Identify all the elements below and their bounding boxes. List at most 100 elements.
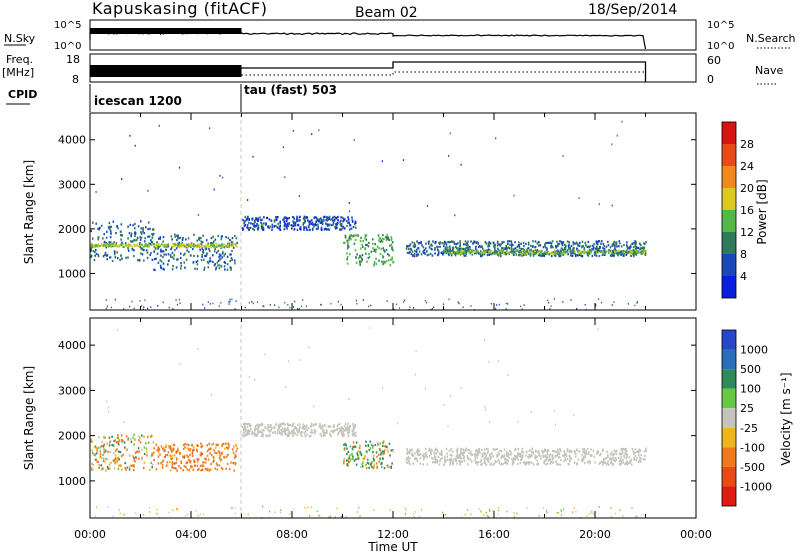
echo-cell (414, 452, 416, 455)
echo-cell (626, 463, 629, 466)
echo-cell (582, 448, 584, 451)
echo-cell (556, 251, 559, 254)
echo-cell (536, 242, 539, 245)
echo-cell (546, 451, 548, 454)
echo-cell (608, 248, 610, 252)
x-tick-label: 00:00 (74, 528, 106, 541)
echo-cell (244, 215, 247, 218)
echo-cell (117, 467, 120, 470)
echo-cell (344, 442, 347, 446)
echo-cell (362, 299, 364, 301)
echo-cell (211, 242, 213, 245)
echo-cell (443, 250, 445, 253)
echo-cell (365, 243, 367, 246)
echo-cell (633, 242, 636, 245)
echo-cell (265, 434, 267, 437)
echo-cell (573, 507, 575, 509)
echo-cell (158, 246, 160, 249)
echo-cell (226, 268, 229, 271)
echo-cell (522, 461, 525, 464)
echo-cell (545, 510, 548, 512)
echo-cell (242, 428, 245, 431)
echo-cell (264, 426, 267, 429)
echo-cell (623, 243, 625, 247)
echo-cell (419, 457, 422, 460)
echo-cell (562, 251, 565, 254)
echo-cell (223, 254, 225, 257)
echo-cell (335, 224, 337, 228)
echo-cell (583, 448, 586, 451)
echo-cell (570, 251, 573, 254)
echo-cell (225, 442, 227, 445)
echo-cell (143, 514, 145, 516)
echo-cell (510, 246, 513, 250)
echo-cell (476, 461, 478, 464)
echo-cell (232, 448, 234, 451)
echo-cell (448, 449, 451, 452)
echo-cell (292, 216, 295, 219)
echo-cell (546, 462, 549, 465)
echo-cell (251, 430, 253, 433)
echo-cell (538, 241, 540, 244)
echo-cell (447, 240, 449, 244)
echo-cell (574, 455, 577, 458)
echo-cell (456, 247, 458, 250)
echo-cell (102, 243, 105, 246)
velocity-colorbar-label: 25 (740, 402, 754, 415)
echo-cell (189, 453, 191, 457)
echo-cell (447, 246, 449, 249)
echo-cell (611, 244, 614, 247)
echo-cell (439, 241, 442, 244)
echo-cell (418, 250, 421, 253)
echo-cell (220, 238, 223, 241)
echo-cell (289, 513, 291, 516)
echo-cell (229, 259, 232, 263)
echo-cell (496, 244, 499, 247)
echo-cell (330, 224, 333, 227)
echo-cell (353, 445, 355, 448)
echo-cell (504, 251, 507, 254)
echo-cell (538, 254, 541, 257)
echo-cell (488, 253, 491, 256)
echo-cell (230, 268, 232, 271)
power-colorbar-label: 12 (740, 226, 754, 239)
echo-cell (107, 450, 109, 453)
echo-cell (90, 247, 93, 250)
velocity-colorbar-title: Velocity [m s⁻¹] (779, 372, 793, 465)
echo-cell (602, 246, 604, 249)
echo-cell (104, 252, 107, 255)
echo-cell (422, 463, 424, 466)
echo-cell (155, 243, 158, 246)
echo-cell (451, 251, 453, 254)
echo-cell (503, 240, 505, 244)
echo-cell (308, 435, 311, 438)
cpid-row: CPID icescan 1200 tau (fast) 503 (6, 83, 337, 112)
echo-cell (310, 431, 312, 434)
echo-cell (449, 240, 452, 244)
echo-cell (538, 454, 540, 457)
echo-cell (554, 249, 556, 252)
echo-cell (360, 247, 362, 250)
echo-cell (437, 254, 439, 257)
echo-cell (489, 454, 491, 457)
echo-cell (267, 426, 269, 429)
echo-cell (323, 228, 326, 231)
echo-cell (339, 223, 342, 226)
echo-cell (382, 234, 384, 237)
echo-cell (360, 465, 362, 469)
echo-cell (455, 245, 457, 248)
echo-cell (152, 242, 155, 245)
echo-cell (231, 258, 233, 261)
echo-cell (267, 424, 269, 427)
echo-cell (423, 248, 426, 252)
echo-cell (614, 244, 616, 247)
echo-cell (119, 512, 121, 515)
echo-cell (367, 256, 370, 260)
echo-cell (140, 247, 143, 250)
echo-cell (284, 432, 287, 436)
echo-cell (274, 304, 276, 306)
echo-cell (219, 459, 222, 462)
echo-cell (368, 255, 371, 258)
echo-cell (627, 303, 629, 305)
echo-cell (481, 452, 484, 456)
